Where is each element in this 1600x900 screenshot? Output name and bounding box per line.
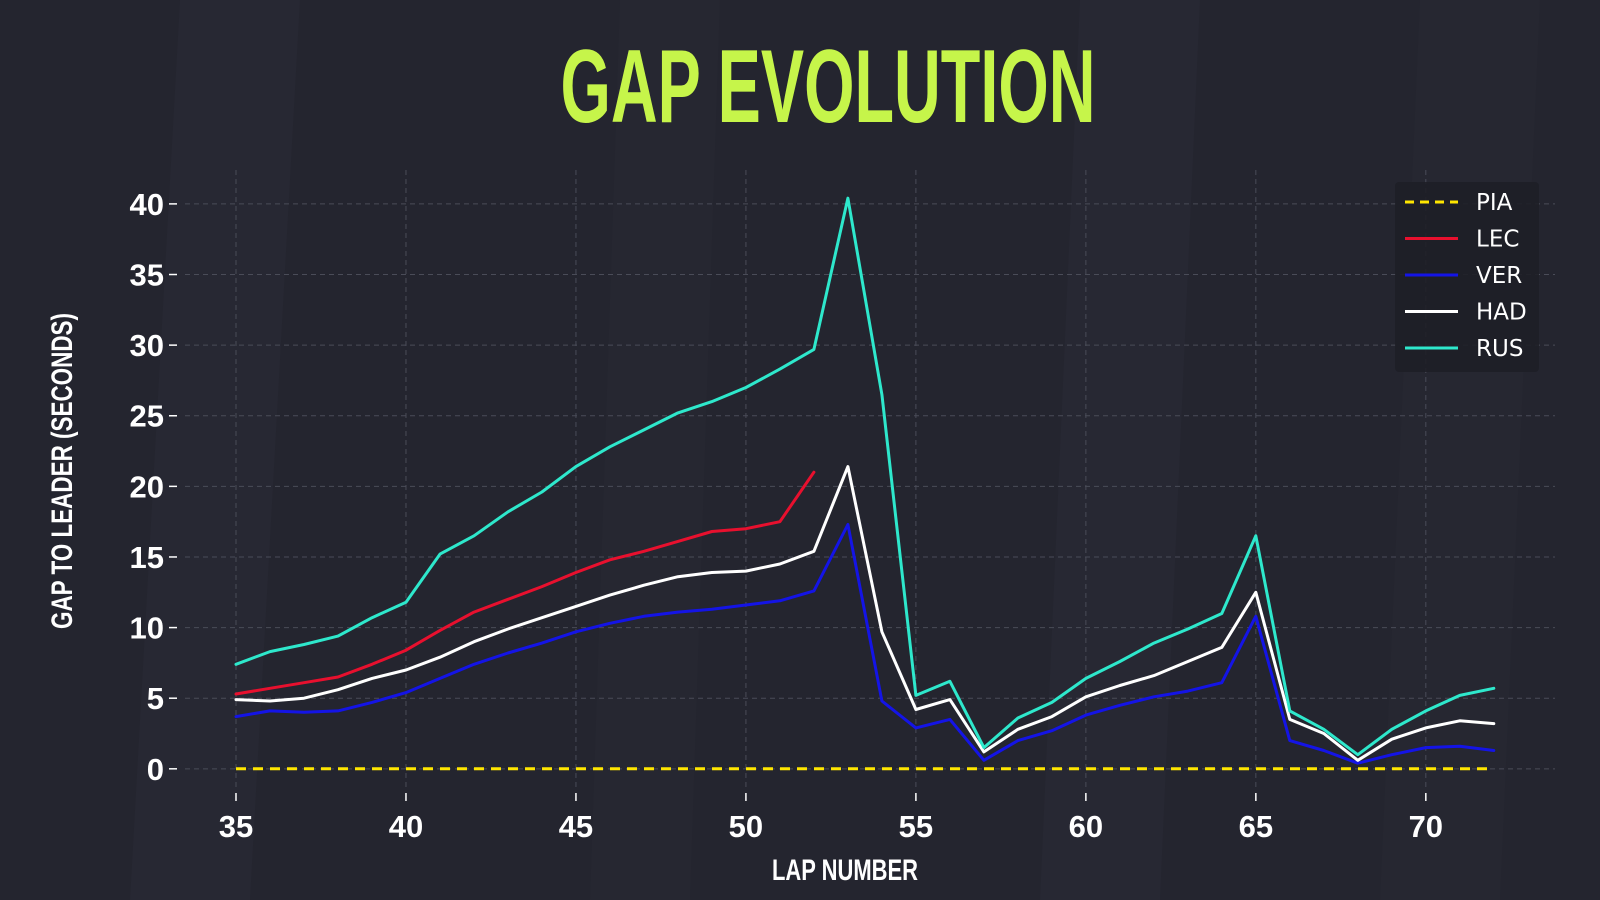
legend-box — [1395, 182, 1539, 372]
x-tick-label: 50 — [729, 809, 763, 844]
y-axis-label: GAP TO LEADER (SECONDS) — [46, 313, 79, 629]
series-line-ver — [234, 523, 1496, 765]
legend-label-lec: LEC — [1476, 227, 1519, 253]
series-line-had — [234, 465, 1496, 762]
legend-label-ver: VER — [1476, 263, 1522, 289]
y-tick-label: 35 — [130, 258, 164, 293]
series-lines — [234, 196, 1496, 771]
y-tick-label: 0 — [147, 752, 164, 787]
y-tick-label: 30 — [130, 328, 164, 363]
y-tick-label: 15 — [130, 540, 164, 575]
x-axis-label: LAP NUMBER — [772, 854, 918, 887]
y-tick-label: 20 — [130, 469, 164, 504]
series-line-lec — [234, 470, 816, 696]
y-tick-label: 5 — [147, 681, 164, 716]
y-axis-ticks: 0 5 10 15 20 25 30 35 40 — [130, 187, 177, 787]
chart-title: GAP EVOLUTION — [561, 29, 1096, 145]
x-tick-label: 65 — [1239, 809, 1273, 844]
legend: PIA LEC VER HAD RUS — [1395, 182, 1539, 372]
x-tick-label: 45 — [559, 809, 593, 844]
x-axis-ticks: 35 40 45 50 55 60 65 70 — [219, 793, 1443, 844]
legend-label-had: HAD — [1476, 300, 1527, 326]
y-tick-label: 10 — [130, 611, 164, 646]
y-tick-label: 40 — [130, 187, 164, 222]
x-tick-label: 70 — [1409, 809, 1443, 844]
legend-label-pia: PIA — [1476, 190, 1513, 216]
x-tick-label: 60 — [1069, 809, 1103, 844]
legend-label-rus: RUS — [1476, 336, 1523, 362]
x-tick-label: 55 — [899, 809, 933, 844]
series-line-rus — [234, 196, 1496, 757]
x-tick-label: 40 — [389, 809, 423, 844]
x-tick-label: 35 — [219, 809, 253, 844]
y-tick-label: 25 — [130, 399, 164, 434]
